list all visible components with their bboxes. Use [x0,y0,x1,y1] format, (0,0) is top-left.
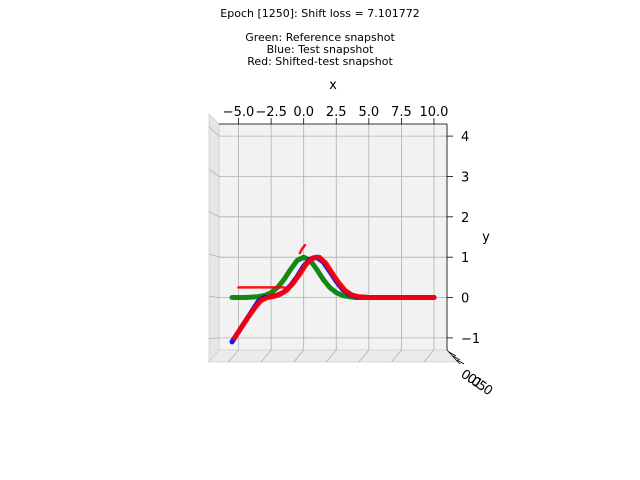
panes [208,113,458,364]
floor-grid-line [358,349,370,363]
x-tick-labels: −5.0 −2.5 0.0 2.5 5.0 7.5 10.0 [223,105,449,120]
axes [219,118,465,365]
z-tick-labels: 0.00.51.0 [458,367,496,399]
side-grid-line [208,211,220,218]
x-tick-label: −2.5 [255,105,287,120]
y-tick-labels: −1 0 1 2 3 4 [461,130,480,347]
z-tick [452,355,461,361]
x-tick-label: 7.5 [391,105,412,120]
side-grid-line [208,295,220,298]
y-tick-label: 1 [461,251,469,266]
z-tick [448,351,457,357]
y-tick-label: 3 [461,170,469,185]
y-tick-label: 2 [461,211,469,226]
floor-grid-line [228,349,239,363]
x-tick-label: 2.5 [326,105,347,120]
series-group [229,243,437,345]
x-axis-label: x [329,78,337,93]
title-line: Epoch [1250]: Shift loss = 7.101772 [220,7,420,20]
y-tick-label: −1 [461,332,480,347]
side-grid-line [208,253,220,258]
title-line: Green: Reference snapshot [245,31,395,44]
title-line: Blue: Test snapshot [266,43,374,56]
floor-grid-line [293,349,304,363]
title-line: Red: Shifted-test snapshot [247,55,393,68]
x-tick-label: 10.0 [419,105,448,120]
series-line [298,243,307,255]
y-tick-label: 4 [461,130,469,145]
y-tick-label: 0 [461,292,469,307]
x-tick-label: 0.0 [293,105,314,120]
x-tick-label: −5.0 [223,105,255,120]
side-grid-line [208,126,220,137]
chart-title: Epoch [1250]: Shift loss = 7.101772 Gree… [0,8,640,68]
back-pane [218,123,448,351]
side-pane [208,113,220,364]
floor-grid-line [325,349,337,363]
x-tick-label: 5.0 [358,105,379,120]
side-grid-line [208,337,220,339]
floor-pane [208,349,458,363]
floor-grid-line [423,349,435,363]
z-tick [456,359,465,365]
series-line [232,254,437,341]
y-axis-label: y [482,230,490,245]
side-grid-line [208,168,220,177]
floor-grid-line [260,349,272,363]
floor-grid-line [391,349,402,363]
